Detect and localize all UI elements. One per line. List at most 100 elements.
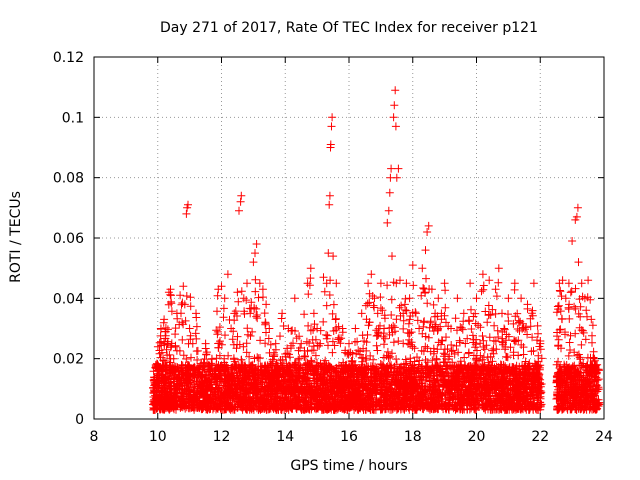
data-point <box>535 379 544 387</box>
data-point <box>234 297 243 306</box>
data-point <box>365 298 374 307</box>
data-point <box>165 390 174 399</box>
data-point <box>159 386 168 395</box>
data-point <box>200 362 209 370</box>
data-point <box>454 395 463 404</box>
data-point <box>513 325 522 333</box>
data-point <box>434 324 443 333</box>
data-point <box>448 388 457 397</box>
data-point <box>406 380 415 389</box>
data-point <box>253 394 261 403</box>
data-point <box>268 377 277 386</box>
data-point <box>303 347 312 356</box>
data-point <box>363 299 372 308</box>
data-point <box>186 302 195 311</box>
data-point <box>180 402 189 411</box>
data-point <box>485 333 494 342</box>
data-point <box>484 301 493 310</box>
data-point <box>266 340 275 349</box>
data-point <box>162 345 171 354</box>
data-point <box>368 380 377 389</box>
data-point <box>301 368 310 377</box>
data-point <box>336 368 345 377</box>
data-point <box>405 335 414 344</box>
data-point <box>372 383 380 392</box>
data-point <box>392 315 401 324</box>
data-point <box>442 405 450 414</box>
data-point <box>331 367 340 376</box>
data-point <box>377 364 386 373</box>
data-point <box>297 382 306 391</box>
data-point <box>374 372 383 380</box>
data-point <box>504 317 513 325</box>
data-point <box>292 334 301 343</box>
data-point <box>431 404 440 413</box>
data-point <box>317 396 326 405</box>
data-point <box>506 343 515 352</box>
data-point <box>395 303 404 312</box>
data-point <box>158 387 167 395</box>
data-point <box>395 397 404 406</box>
data-point <box>475 357 483 365</box>
data-point <box>410 344 419 353</box>
data-point <box>260 404 269 413</box>
data-point <box>515 326 524 335</box>
data-point <box>503 353 512 362</box>
data-point <box>342 364 351 373</box>
data-points <box>149 86 604 414</box>
data-point <box>515 318 523 327</box>
data-point <box>483 353 492 362</box>
data-point <box>217 340 226 349</box>
data-point <box>310 320 319 329</box>
data-point <box>248 327 257 336</box>
data-point <box>479 285 488 294</box>
data-point <box>253 353 262 362</box>
data-point <box>487 401 496 410</box>
data-point <box>293 396 302 405</box>
data-point <box>313 404 322 413</box>
data-point <box>362 338 371 347</box>
data-point <box>460 353 469 362</box>
data-point <box>519 343 528 352</box>
data-point <box>450 350 459 358</box>
data-point <box>297 404 306 413</box>
data-point <box>216 337 224 346</box>
data-point <box>359 354 368 363</box>
data-point <box>471 343 480 352</box>
data-point <box>390 393 399 402</box>
data-point <box>153 373 162 382</box>
data-point <box>250 379 259 388</box>
data-point <box>494 278 503 287</box>
data-point <box>400 300 409 309</box>
data-point <box>210 372 219 381</box>
data-point <box>237 287 246 296</box>
data-point <box>254 387 263 395</box>
data-point <box>357 353 366 362</box>
data-point <box>423 299 432 308</box>
data-point <box>376 321 384 330</box>
data-point <box>516 405 525 414</box>
data-point <box>245 352 254 361</box>
data-point <box>449 346 457 355</box>
data-point <box>477 287 486 296</box>
data-point <box>383 362 392 371</box>
data-point <box>448 365 457 374</box>
data-point <box>165 350 174 359</box>
data-point <box>510 337 519 346</box>
data-point <box>530 359 539 368</box>
data-point <box>198 363 207 372</box>
data-point <box>400 363 409 372</box>
data-point <box>365 392 374 401</box>
data-point <box>473 346 481 355</box>
data-point <box>192 322 201 331</box>
data-point <box>251 275 260 284</box>
data-point <box>284 396 292 405</box>
data-point <box>319 367 327 376</box>
data-point <box>419 318 428 327</box>
data-point <box>178 401 187 410</box>
data-point <box>175 346 184 355</box>
data-point <box>385 330 394 339</box>
data-point <box>157 337 165 346</box>
data-point <box>322 330 331 339</box>
data-point <box>394 398 403 406</box>
